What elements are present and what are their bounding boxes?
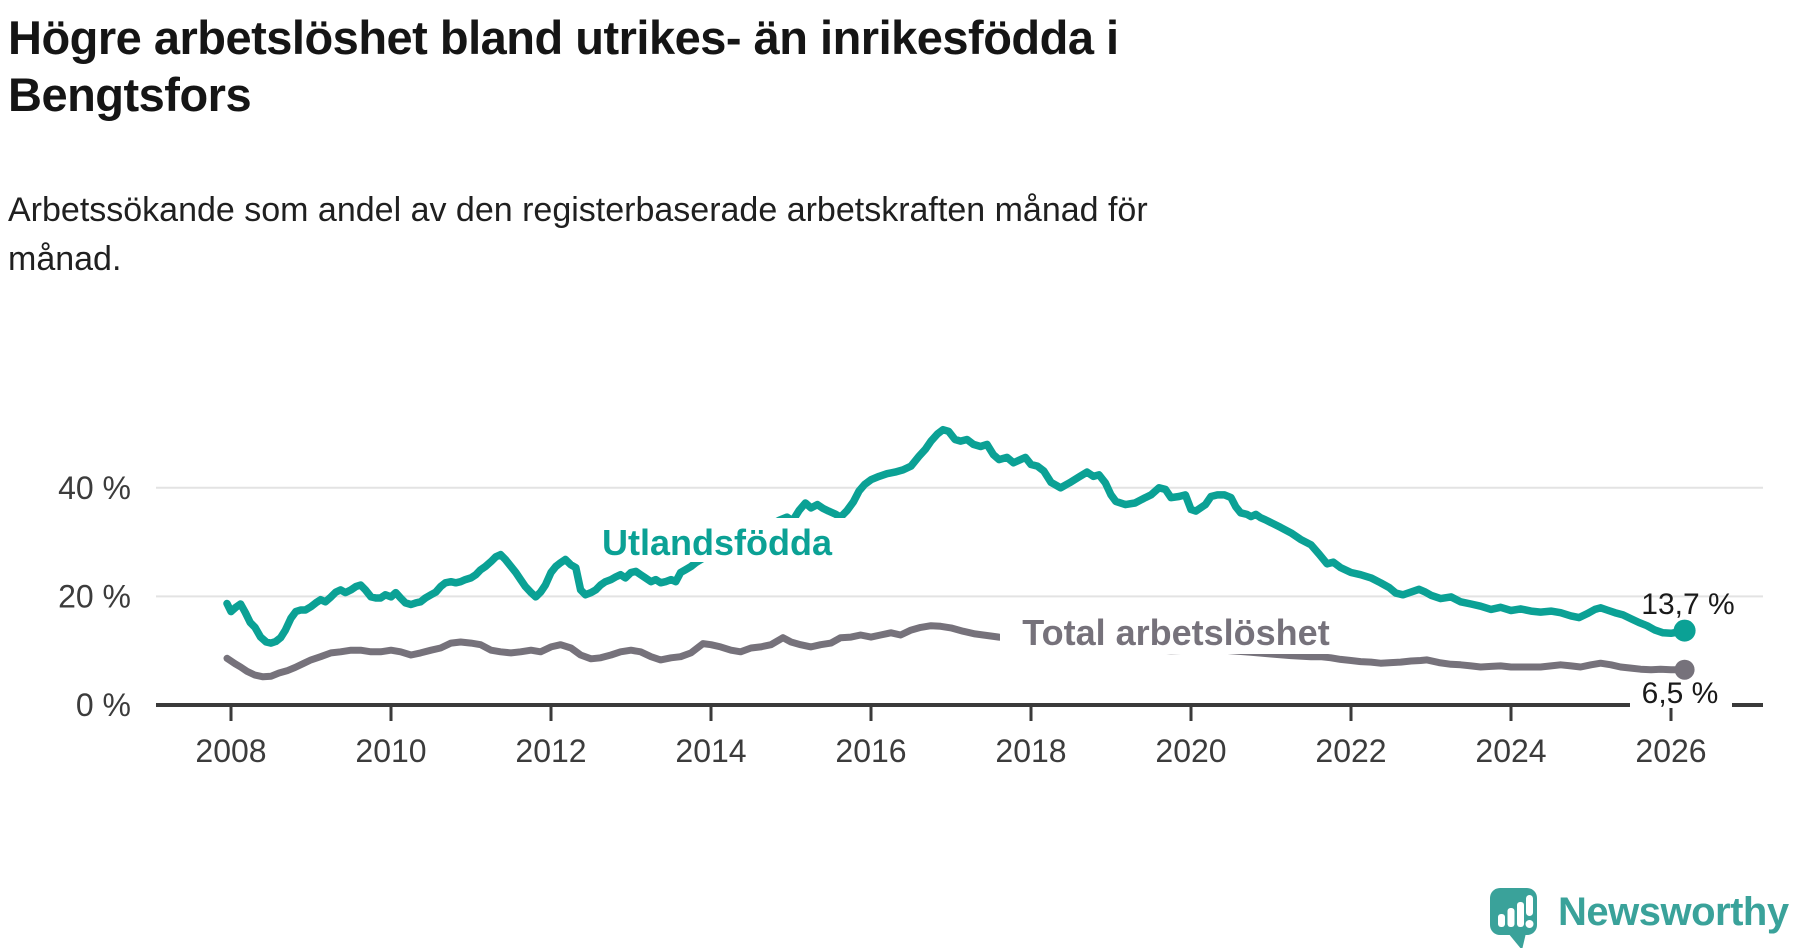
x-axis-tick-label: 2022 xyxy=(1315,733,1386,769)
x-axis-tick-label: 2016 xyxy=(835,733,906,769)
x-axis-tick-label: 2014 xyxy=(675,733,746,769)
logo-text: Newsworthy xyxy=(1558,890,1790,934)
series-end-dot-utlandsfodda xyxy=(1673,619,1696,642)
series-label-utlandsfodda: Utlandsfödda xyxy=(602,522,833,563)
page-subtitle-line-2: månad. xyxy=(8,240,122,279)
page-subtitle-line-1: Arbetssökande som andel av den registerb… xyxy=(8,191,1148,229)
gridlines xyxy=(156,486,1763,598)
x-axis-tick-label: 2012 xyxy=(515,733,586,769)
logo-bubble-tail-icon xyxy=(1508,933,1526,948)
y-axis-tick-label: 40 % xyxy=(58,470,131,506)
x-axis-tick-labels: 2008 2010 2012 2014 2016 2018 2020 2022 2024 2026 xyxy=(195,733,1706,769)
page-title-line-2: Bengtsfors xyxy=(8,67,252,121)
x-axis-tick-label: 2024 xyxy=(1475,733,1546,769)
series-label-total-arbetsloshet: Total arbetslöshet xyxy=(1022,612,1329,653)
page-title: Högre arbetslöshet bland utrikes- än inr… xyxy=(8,10,1428,124)
logo-chart-bar-icon xyxy=(1517,902,1524,927)
newsworthy-logo: Newsworthy xyxy=(1490,888,1790,948)
y-axis-tick-labels: 0 % 20 % 40 % xyxy=(58,470,131,723)
series-line-utlandsfodda xyxy=(223,425,1689,647)
end-value-label-utlandsfodda: 13,7 % xyxy=(1641,588,1734,621)
end-value-label-total-arbetsloshet: 6,5 % xyxy=(1642,677,1719,710)
x-axis-tick-label: 2018 xyxy=(995,733,1066,769)
x-axis-tick-label: 2020 xyxy=(1155,733,1226,769)
series-line-total-arbetsloshet xyxy=(223,622,1689,681)
series-label-bg-total xyxy=(1000,610,1352,654)
logo-chart-bar-icon xyxy=(1498,914,1505,927)
logo-exclamation-dot-icon xyxy=(1525,920,1534,928)
x-axis-tick-label: 2008 xyxy=(195,733,266,769)
logo-chart-bar-icon xyxy=(1507,908,1515,927)
x-axis-tick-label: 2026 xyxy=(1635,733,1706,769)
y-axis-tick-label: 0 % xyxy=(76,687,131,723)
x-axis-tick-label: 2010 xyxy=(355,733,426,769)
x-axis-ticks xyxy=(229,705,1673,721)
page-subtitle: Arbetssökande som andel av den registerb… xyxy=(8,186,1508,285)
page-title-line-1: Högre arbetslöshet bland utrikes- än inr… xyxy=(8,11,1119,64)
logo-exclamation-bar-icon xyxy=(1526,895,1533,916)
series-label-bg-utlandsfodda xyxy=(573,518,861,562)
end-value-label-bg-total xyxy=(1630,678,1732,708)
series-end-dot-total-arbetsloshet xyxy=(1674,659,1695,680)
y-axis-tick-label: 20 % xyxy=(58,578,131,614)
